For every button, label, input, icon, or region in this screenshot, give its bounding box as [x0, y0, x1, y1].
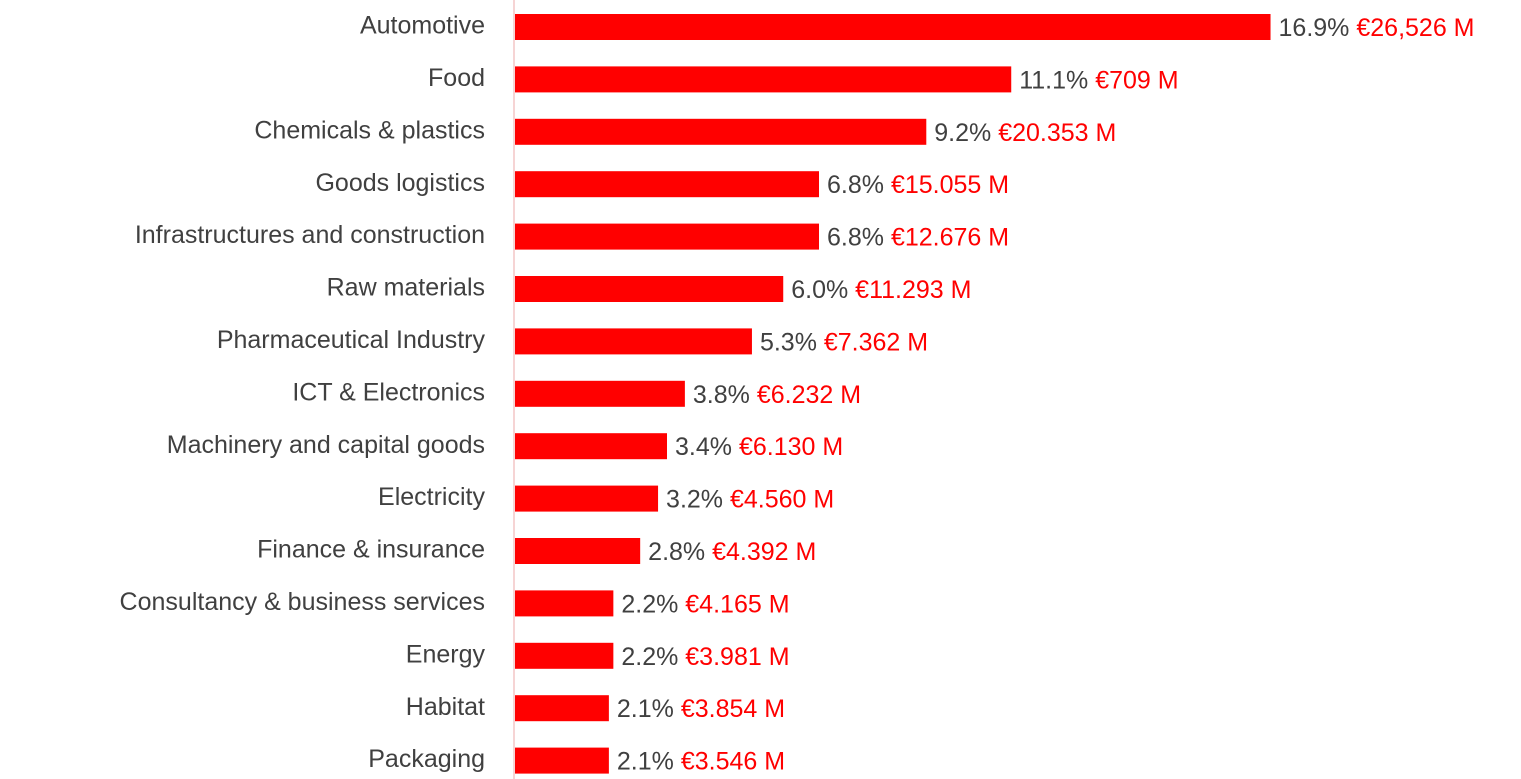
y-tick-label: Habitat: [406, 693, 485, 721]
amount-label: €15.055 M: [891, 171, 1009, 199]
data-label: 2.8% €4.392 M: [648, 538, 816, 566]
data-label: 5.3% €7.362 M: [760, 328, 928, 356]
data-label: 6.8% €12.676 M: [827, 223, 1009, 251]
data-label: 11.1% €709 M: [1019, 66, 1178, 94]
y-tick-label: Finance & insurance: [257, 536, 485, 564]
data-label: 2.2% €3.981 M: [621, 642, 789, 670]
bar: [515, 328, 752, 355]
y-tick-label: Machinery and capital goods: [167, 431, 485, 459]
amount-label: €11.293 M: [855, 276, 971, 304]
bar: [515, 485, 659, 512]
y-tick-label: Electricity: [378, 483, 485, 511]
amount-label: €4.560 M: [730, 485, 834, 513]
y-tick-label: ICT & Electronics: [292, 378, 485, 406]
y-tick-label: Food: [428, 64, 485, 92]
bar: [515, 223, 819, 250]
data-label: 3.8% €6.232 M: [693, 380, 861, 408]
percent-label: 2.2%: [621, 642, 678, 670]
bar: [515, 538, 641, 564]
amount-label: €20.353 M: [998, 118, 1116, 146]
bar: [515, 590, 614, 617]
amount-label: €6.232 M: [757, 380, 861, 408]
y-tick-label: Packaging: [368, 745, 485, 773]
bar: [515, 747, 609, 774]
percent-label: 2.8%: [648, 538, 705, 566]
bar: [515, 66, 1012, 93]
percent-label: 3.8%: [693, 380, 750, 408]
amount-label: €3.546 M: [681, 747, 785, 775]
amount-label: €12.676 M: [891, 223, 1009, 251]
y-tick-label: Consultancy & business services: [120, 588, 485, 616]
percent-label: 11.1%: [1019, 66, 1088, 94]
percent-label: 6.8%: [827, 223, 884, 251]
amount-label: €4.165 M: [685, 590, 789, 618]
percent-label: 3.2%: [666, 485, 723, 513]
percent-label: 2.1%: [617, 747, 674, 775]
bar: [515, 118, 927, 145]
percent-label: 16.9%: [1279, 14, 1350, 42]
percent-label: 9.2%: [934, 118, 991, 146]
y-tick-label: Pharmaceutical Industry: [217, 326, 486, 354]
percent-label: 2.1%: [617, 695, 674, 723]
data-label: 3.2% €4.560 M: [666, 485, 834, 513]
percent-label: 2.2%: [621, 590, 678, 618]
data-label: 2.1% €3.546 M: [617, 747, 785, 775]
y-tick-label: Raw materials: [327, 274, 485, 302]
y-tick-label: Goods logistics: [315, 169, 485, 197]
y-tick-label: Infrastructures and construction: [135, 221, 485, 249]
data-label: 6.0% €11.293 M: [791, 276, 971, 304]
data-label: 2.1% €3.854 M: [617, 695, 785, 723]
bar: [515, 276, 784, 302]
data-label: 16.9% €26,526 M: [1279, 14, 1475, 42]
bar: [515, 380, 685, 407]
percent-label: 6.8%: [827, 171, 884, 199]
bar: [515, 695, 609, 722]
y-tick-label: Automotive: [360, 12, 485, 40]
y-tick-label: Chemicals & plastics: [254, 116, 485, 144]
data-label: 3.4% €6.130 M: [675, 433, 843, 461]
percent-label: 5.3%: [760, 328, 817, 356]
bar: [515, 171, 819, 198]
amount-label: €6.130 M: [739, 433, 843, 461]
data-label: 2.2% €4.165 M: [621, 590, 789, 618]
amount-label: €26,526 M: [1356, 14, 1474, 42]
bar: [515, 433, 667, 460]
amount-label: €4.392 M: [712, 538, 816, 566]
bar: [515, 14, 1271, 40]
amount-label: €709 M: [1095, 66, 1178, 94]
amount-label: €7.362 M: [824, 328, 928, 356]
amount-label: €3.981 M: [685, 642, 789, 670]
percent-label: 6.0%: [791, 276, 848, 304]
y-tick-label: Energy: [406, 640, 486, 668]
amount-label: €3.854 M: [681, 695, 785, 723]
data-label: 6.8% €15.055 M: [827, 171, 1009, 199]
percent-label: 3.4%: [675, 433, 732, 461]
data-label: 9.2% €20.353 M: [934, 118, 1116, 146]
bar: [515, 642, 614, 669]
